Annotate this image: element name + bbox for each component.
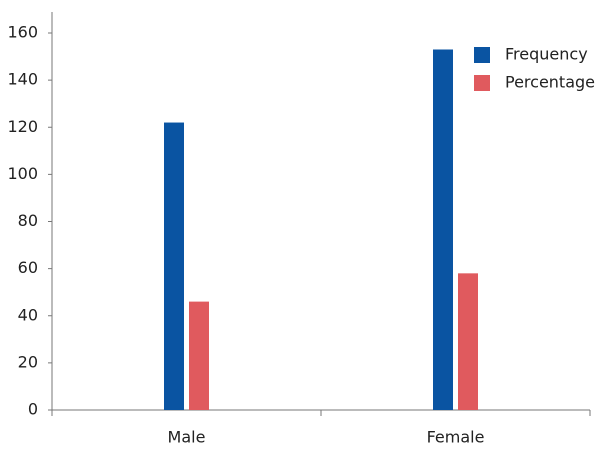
bar — [433, 49, 453, 411]
y-tick-label: 100 — [7, 164, 38, 183]
legend-label: Percentage — [505, 73, 595, 92]
y-tick-label: 140 — [7, 70, 38, 89]
y-tick-label: 20 — [18, 352, 38, 371]
y-tick-label: 120 — [7, 117, 38, 136]
y-tick-label: 160 — [7, 23, 38, 42]
y-tick-label: 0 — [28, 400, 38, 419]
legend-swatch — [474, 75, 490, 91]
bar — [164, 122, 184, 410]
legend-label: Frequency — [505, 45, 588, 64]
bar — [458, 273, 478, 410]
y-tick-label: 40 — [18, 305, 38, 324]
y-tick-label: 60 — [18, 258, 38, 277]
legend-swatch — [474, 47, 490, 63]
y-tick-label: 80 — [18, 211, 38, 230]
x-tick-label: Female — [427, 428, 485, 447]
x-tick-label: Male — [168, 428, 206, 447]
bar — [189, 301, 209, 410]
